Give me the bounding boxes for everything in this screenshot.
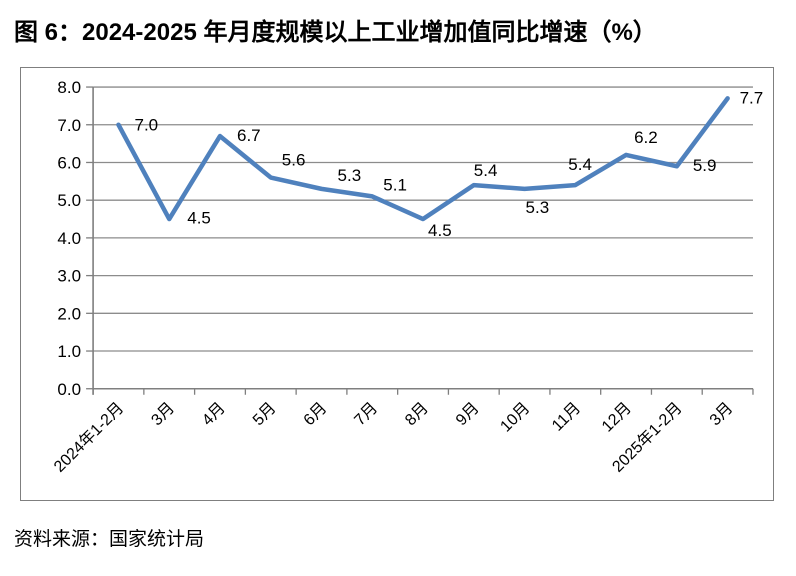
- data-label: 5.6: [282, 151, 306, 170]
- x-category-label: 3月: [706, 399, 736, 429]
- data-label: 5.9: [693, 156, 717, 175]
- x-category-label: 12月: [598, 399, 635, 436]
- y-tick-label: 4.0: [57, 229, 81, 248]
- data-label: 5.3: [338, 166, 362, 185]
- data-label: 6.2: [634, 128, 658, 147]
- y-tick-label: 6.0: [57, 153, 81, 172]
- x-category-label: 4月: [198, 399, 228, 429]
- chart-container: 0.0 1.0 2.0 3.0 4.0 5.0 6.0 7.0 8.0 7.0 4.5 6.7 5.6 5…: [20, 67, 774, 501]
- data-label: 4.5: [428, 221, 452, 240]
- data-label: 5.4: [474, 161, 498, 180]
- y-tick-label: 1.0: [57, 342, 81, 361]
- y-tick-label: 3.0: [57, 267, 81, 286]
- data-label: 5.4: [568, 155, 592, 174]
- series-line: [116, 96, 730, 222]
- x-category-label: 7月: [351, 399, 381, 429]
- data-label: 5.1: [383, 175, 407, 194]
- x-category-label: 5月: [249, 399, 279, 429]
- y-tick-label: 0.0: [57, 380, 81, 399]
- chart-title: 图 6：2024-2025 年月度规模以上工业增加值同比增速（%）: [14, 19, 657, 46]
- x-category-label: 11月: [548, 399, 584, 435]
- x-category-label: 9月: [452, 399, 482, 429]
- x-category-label: 6月: [300, 399, 330, 429]
- data-label: 6.7: [237, 126, 261, 145]
- y-tick-label: 7.0: [57, 116, 81, 135]
- y-tick-label: 8.0: [57, 78, 81, 97]
- line-chart: 0.0 1.0 2.0 3.0 4.0 5.0 6.0 7.0 8.0 7.0 4.5 6.7 5.6 5…: [50, 78, 764, 476]
- data-label: 7.7: [740, 88, 764, 107]
- y-tick-label: 2.0: [57, 304, 81, 323]
- x-category-label: 2024年1-2月: [50, 399, 127, 476]
- y-tick-label: 5.0: [57, 191, 81, 210]
- data-label: 5.3: [526, 198, 550, 217]
- source-note: 资料来源：国家统计局: [14, 529, 205, 550]
- x-category-label: 10月: [497, 399, 534, 436]
- data-label: 4.5: [187, 209, 211, 228]
- data-label: 7.0: [134, 115, 158, 134]
- x-category-label: 8月: [402, 399, 432, 429]
- x-category-label: 3月: [148, 399, 178, 429]
